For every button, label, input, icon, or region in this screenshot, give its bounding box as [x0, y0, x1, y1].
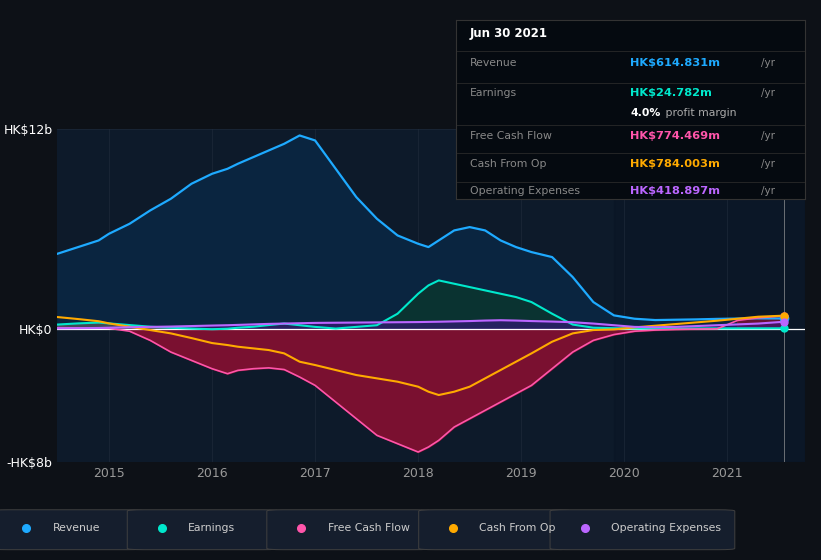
Text: /yr: /yr [761, 160, 775, 170]
Text: Operating Expenses: Operating Expenses [611, 523, 721, 533]
Text: Free Cash Flow: Free Cash Flow [328, 523, 410, 533]
FancyBboxPatch shape [0, 510, 144, 550]
FancyBboxPatch shape [127, 510, 279, 550]
Text: HK$24.782m: HK$24.782m [631, 88, 712, 98]
Text: Earnings: Earnings [470, 88, 516, 98]
FancyBboxPatch shape [267, 510, 431, 550]
Text: /yr: /yr [761, 88, 775, 98]
Text: 4.0%: 4.0% [631, 109, 660, 118]
Text: HK$774.469m: HK$774.469m [631, 131, 720, 141]
Text: HK$418.897m: HK$418.897m [631, 186, 720, 197]
Text: Cash From Op: Cash From Op [479, 523, 556, 533]
Text: /yr: /yr [761, 58, 775, 68]
Bar [614, 129, 805, 462]
FancyBboxPatch shape [550, 510, 735, 550]
FancyBboxPatch shape [419, 510, 571, 550]
Text: HK$784.003m: HK$784.003m [631, 160, 720, 170]
Text: HK$614.831m: HK$614.831m [631, 58, 720, 68]
Text: Revenue: Revenue [53, 523, 100, 533]
Text: Earnings: Earnings [188, 523, 235, 533]
Text: profit margin: profit margin [662, 109, 736, 118]
Text: /yr: /yr [761, 131, 775, 141]
Text: Jun 30 2021: Jun 30 2021 [470, 27, 548, 40]
Text: Revenue: Revenue [470, 58, 517, 68]
Text: Operating Expenses: Operating Expenses [470, 186, 580, 197]
Text: Free Cash Flow: Free Cash Flow [470, 131, 552, 141]
Text: Cash From Op: Cash From Op [470, 160, 546, 170]
Text: /yr: /yr [761, 186, 775, 197]
